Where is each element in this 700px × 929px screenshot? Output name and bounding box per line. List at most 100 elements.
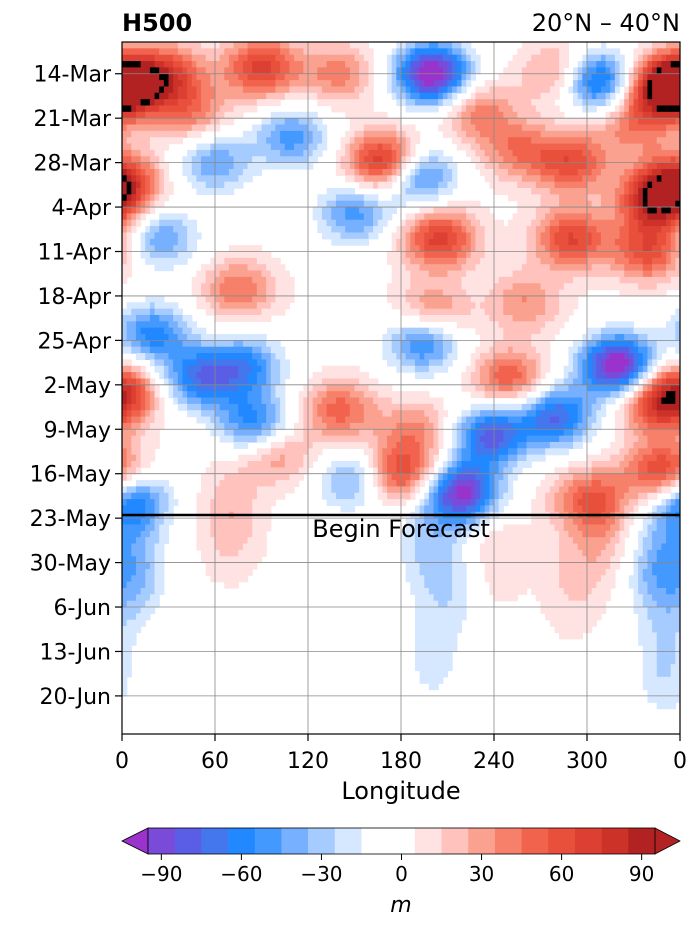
anomaly-cell — [224, 105, 230, 113]
anomaly-cell — [303, 137, 309, 145]
anomaly-cell — [159, 365, 165, 373]
anomaly-cell — [675, 181, 680, 189]
anomaly-cell — [633, 143, 639, 151]
anomaly-cell — [661, 391, 667, 399]
anomaly-cell — [647, 99, 653, 107]
anomaly-cell — [628, 162, 635, 170]
anomaly-cell — [396, 270, 402, 278]
anomaly-cell — [215, 264, 221, 272]
anomaly-cell — [410, 67, 416, 75]
anomaly-cell — [326, 391, 332, 399]
anomaly-cell — [610, 175, 616, 183]
anomaly-cell — [294, 111, 300, 119]
anomaly-cell — [466, 365, 472, 373]
anomaly-cell — [535, 245, 542, 253]
anomaly-cell — [401, 308, 407, 316]
anomaly-cell — [540, 194, 546, 202]
anomaly-cell — [647, 384, 653, 392]
anomaly-cell — [205, 92, 211, 100]
anomaly-cell — [628, 264, 635, 272]
anomaly-cell — [503, 257, 509, 265]
anomaly-cell — [521, 130, 528, 138]
anomaly-cell — [661, 378, 667, 386]
anomaly-cell — [182, 111, 188, 119]
anomaly-cell — [401, 276, 407, 284]
anomaly-cell — [177, 80, 184, 88]
anomaly-cell — [298, 156, 304, 164]
anomaly-cell — [573, 188, 579, 195]
anomaly-cell — [624, 340, 630, 348]
anomaly-cell — [670, 238, 676, 246]
anomaly-cell — [573, 99, 579, 107]
anomaly-cell — [187, 92, 193, 100]
anomaly-cell — [405, 232, 411, 240]
anomaly-cell — [535, 283, 542, 291]
anomaly-cell — [554, 384, 560, 392]
anomaly-cell — [289, 156, 295, 164]
anomaly-cell — [224, 99, 230, 107]
anomaly-cell — [642, 181, 649, 189]
anomaly-cell — [610, 340, 616, 348]
anomaly-cell — [610, 219, 616, 227]
anomaly-cell — [521, 334, 528, 341]
anomaly-cell — [419, 308, 425, 316]
anomaly-cell — [447, 283, 453, 291]
anomaly-cell — [368, 48, 374, 56]
anomaly-cell — [452, 162, 458, 170]
anomaly-cell — [642, 245, 649, 253]
anomaly-cell — [652, 162, 658, 170]
anomaly-cell — [484, 86, 490, 94]
anomaly-cell — [122, 99, 128, 107]
anomaly-cell — [261, 270, 267, 278]
anomaly-cell — [401, 359, 407, 367]
anomaly-cell — [126, 346, 132, 354]
anomaly-cell — [317, 73, 323, 81]
anomaly-cell — [535, 111, 542, 119]
anomaly-cell — [447, 226, 453, 234]
anomaly-cell — [205, 334, 211, 341]
anomaly-cell — [149, 162, 156, 170]
anomaly-cell — [308, 149, 314, 157]
anomaly-cell — [363, 105, 370, 113]
anomaly-cell — [298, 130, 304, 138]
anomaly-cell — [266, 359, 272, 367]
anomaly-cell — [182, 359, 188, 367]
anomaly-cell — [266, 270, 272, 278]
anomaly-cell — [456, 67, 463, 75]
anomaly-cell — [642, 61, 649, 68]
anomaly-cell — [126, 175, 132, 183]
anomaly-cell — [126, 111, 132, 119]
anomaly-cell — [605, 270, 611, 278]
anomaly-cell — [368, 73, 374, 81]
anomaly-cell — [428, 92, 435, 100]
anomaly-cell — [419, 314, 425, 322]
anomaly-cell — [210, 73, 216, 81]
anomaly-cell — [470, 302, 476, 310]
anomaly-cell — [317, 378, 323, 386]
anomaly-cell — [219, 137, 225, 145]
anomaly-cell — [424, 156, 430, 164]
anomaly-cell — [298, 143, 304, 151]
anomaly-cell — [131, 346, 137, 354]
anomaly-cell — [438, 61, 444, 68]
anomaly-cell — [549, 188, 556, 195]
anomaly-cell — [661, 86, 667, 94]
anomaly-cell — [652, 245, 658, 253]
anomaly-cell — [405, 188, 411, 195]
anomaly-cell — [163, 327, 170, 335]
anomaly-cell — [228, 42, 235, 49]
anomaly-cell — [549, 264, 556, 272]
anomaly-cell — [428, 372, 435, 380]
anomaly-cell — [122, 276, 128, 284]
anomaly-cell — [568, 289, 574, 297]
anomaly-cell — [480, 168, 486, 176]
anomaly-cell — [600, 365, 607, 373]
anomaly-cell — [196, 378, 202, 386]
anomaly-cell — [610, 257, 616, 265]
anomaly-cell — [177, 257, 184, 265]
anomaly-cell — [210, 378, 216, 386]
anomaly-cell — [652, 238, 658, 246]
anomaly-cell — [587, 80, 593, 88]
anomaly-cell — [210, 384, 216, 392]
anomaly-cell — [531, 80, 537, 88]
